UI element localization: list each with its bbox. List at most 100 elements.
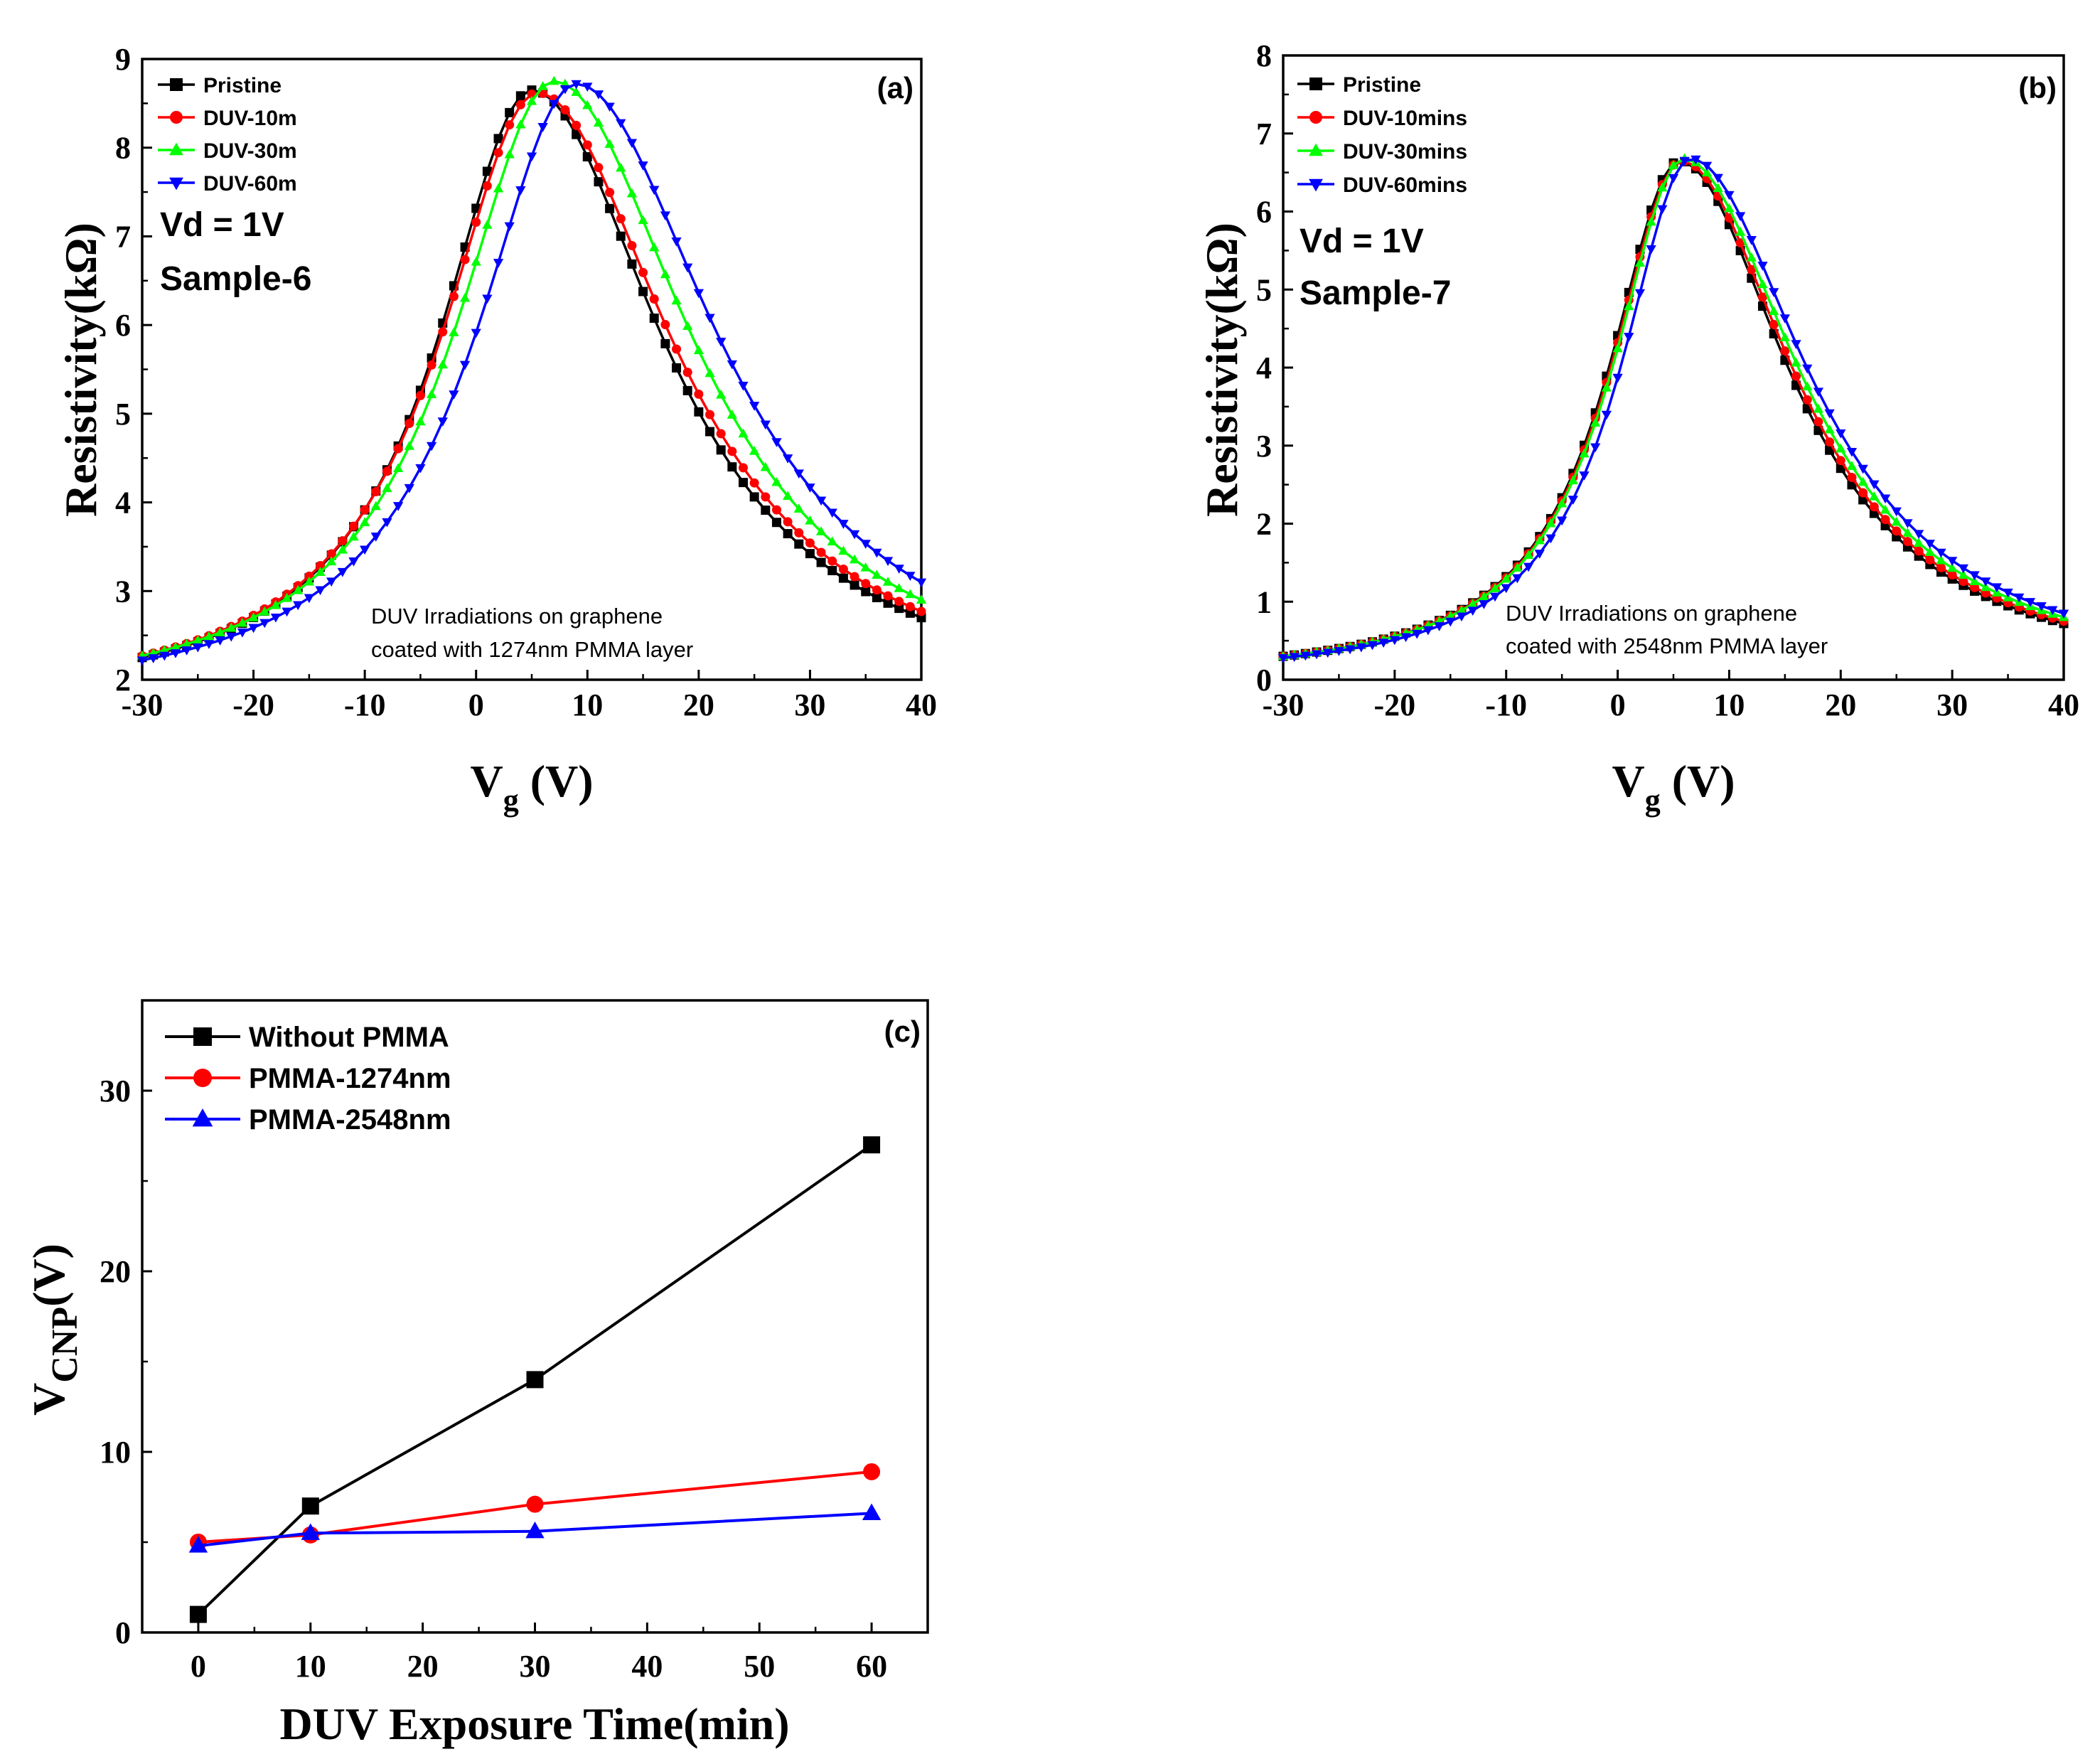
data-point [189,1605,207,1623]
data-point [415,390,425,400]
data-point [1579,448,1590,458]
data-point [2036,602,2047,611]
data-point [1969,576,1980,586]
data-point [1791,357,1801,367]
data-point [816,557,826,567]
data-point [1802,381,1813,391]
data-point [1757,262,1768,271]
data-point [326,549,336,559]
data-point [616,231,626,241]
data-point [1479,591,1489,601]
data-point [1747,264,1757,274]
panel-b-label: (b) [2018,71,2057,105]
data-point [1556,498,1568,508]
data-point [482,181,492,191]
data-point [863,1136,881,1154]
data-point [671,237,682,247]
panel-c-chart: 0 10 20 30 40 50 60 0 10 20 30 Without PMMA PMMA-12… [23,999,929,1749]
data-point [2047,606,2058,616]
data-point [660,320,670,330]
data-point [649,294,659,304]
data-point [1780,346,1790,356]
data-point [783,517,793,527]
data-point [338,536,348,546]
data-point [872,570,882,579]
data-point [805,538,815,548]
data-point [794,528,804,538]
data-point [1936,555,1946,565]
legend-marker [169,142,183,156]
series-pmma-2548nm [188,1503,882,1553]
legend-label: PMMA-2548nm [249,1104,451,1135]
data-point [348,531,359,541]
data-point [638,287,648,296]
data-point [1858,488,1868,498]
data-point [705,410,715,419]
data-point [2014,593,2025,603]
data-point [559,85,571,95]
data-point [1769,319,1779,329]
data-point [1367,641,1378,651]
data-point [1802,364,1813,374]
data-point [515,186,526,196]
data-point [1958,564,1968,574]
data-point [838,520,849,529]
y-tick-label: 1 [1256,584,1272,619]
panel-a-x-axis-title-unit: (V) [519,756,594,806]
data-point [783,529,793,539]
data-point [2003,588,2013,598]
data-point [616,119,626,129]
data-point [459,292,471,302]
data-point [771,476,782,486]
data-point [1925,555,1935,565]
data-point [838,565,848,574]
data-point [827,536,837,546]
data-point [493,259,504,268]
data-point [883,591,893,601]
data-point [571,80,582,90]
panel-a-legend: Pristine DUV-10m DUV-30m DUV-60m [158,74,297,196]
x-tick-label: 60 [856,1649,887,1684]
data-point [805,515,815,525]
data-point [1735,226,1746,236]
data-point [916,606,926,616]
data-point [749,478,759,488]
data-point [259,606,270,616]
panel-a-x-axis-title-main: V [470,756,503,806]
panel-c-y-axis-title-sub: CNP [45,1307,85,1383]
data-point [1601,382,1612,392]
x-tick-label: -10 [1485,688,1527,722]
panel-c-y-axis-title-main: V [23,1383,74,1416]
data-point [459,360,471,370]
data-point [1334,647,1344,656]
data-point [1701,167,1713,176]
data-point [1479,600,1489,609]
data-point [293,601,304,611]
data-point [282,607,292,617]
data-point [270,599,282,609]
data-point [1445,617,1456,627]
data-point [894,604,904,614]
data-point [1969,571,1980,581]
data-point [404,441,414,450]
data-point [1311,650,1322,660]
data-point [894,583,904,592]
data-point [1556,516,1568,526]
data-point [392,502,404,511]
data-point [337,545,348,554]
data-point [226,622,237,632]
data-point [1959,577,1968,587]
data-point [1701,161,1713,171]
data-point [1467,606,1478,616]
data-point [2058,609,2069,619]
data-point [638,215,648,225]
data-point [1668,173,1679,183]
data-point [1746,252,1757,262]
data-point [749,446,760,455]
panel-b-chart: -30 -20 -10 0 10 20 30 40 0 1 2 3 4 5 6 7 8 Pristine DUV-… [1196,38,2079,818]
data-point [326,577,337,587]
data-point [571,87,582,96]
data-point [382,466,392,476]
data-point [672,344,682,354]
data-point [704,368,715,378]
